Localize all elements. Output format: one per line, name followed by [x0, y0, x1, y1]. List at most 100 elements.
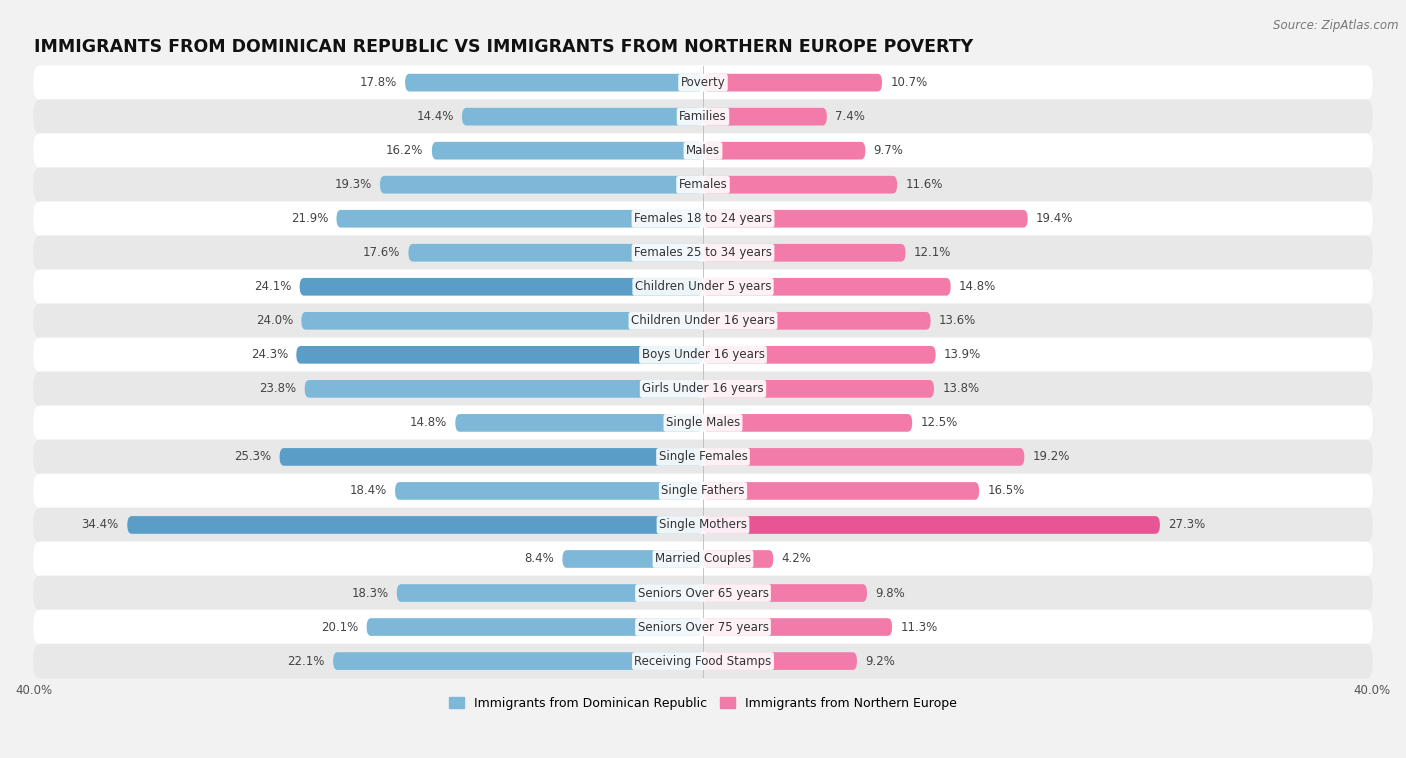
- Text: Single Females: Single Females: [658, 450, 748, 463]
- FancyBboxPatch shape: [703, 516, 1160, 534]
- Text: Females 18 to 24 years: Females 18 to 24 years: [634, 212, 772, 225]
- Text: 14.8%: 14.8%: [959, 280, 997, 293]
- FancyBboxPatch shape: [34, 542, 1372, 576]
- FancyBboxPatch shape: [432, 142, 703, 159]
- FancyBboxPatch shape: [34, 202, 1372, 236]
- FancyBboxPatch shape: [34, 65, 1372, 100]
- FancyBboxPatch shape: [396, 584, 703, 602]
- FancyBboxPatch shape: [34, 406, 1372, 440]
- Text: 11.6%: 11.6%: [905, 178, 943, 191]
- Legend: Immigrants from Dominican Republic, Immigrants from Northern Europe: Immigrants from Dominican Republic, Immi…: [444, 692, 962, 715]
- FancyBboxPatch shape: [703, 278, 950, 296]
- Text: Single Males: Single Males: [666, 416, 740, 429]
- FancyBboxPatch shape: [703, 176, 897, 193]
- Text: 24.3%: 24.3%: [250, 349, 288, 362]
- Text: 21.9%: 21.9%: [291, 212, 328, 225]
- Text: 9.8%: 9.8%: [876, 587, 905, 600]
- FancyBboxPatch shape: [305, 380, 703, 398]
- FancyBboxPatch shape: [34, 508, 1372, 542]
- Text: Seniors Over 65 years: Seniors Over 65 years: [637, 587, 769, 600]
- Text: 13.6%: 13.6%: [939, 315, 976, 327]
- FancyBboxPatch shape: [34, 371, 1372, 406]
- FancyBboxPatch shape: [456, 414, 703, 432]
- Text: 11.3%: 11.3%: [900, 621, 938, 634]
- FancyBboxPatch shape: [34, 269, 1372, 304]
- FancyBboxPatch shape: [703, 380, 934, 398]
- FancyBboxPatch shape: [333, 652, 703, 670]
- Text: Married Couples: Married Couples: [655, 553, 751, 565]
- FancyBboxPatch shape: [395, 482, 703, 500]
- FancyBboxPatch shape: [463, 108, 703, 126]
- Text: 18.4%: 18.4%: [350, 484, 387, 497]
- Text: 12.5%: 12.5%: [921, 416, 957, 429]
- Text: 22.1%: 22.1%: [287, 655, 325, 668]
- Text: Females: Females: [679, 178, 727, 191]
- Text: Receiving Food Stamps: Receiving Food Stamps: [634, 655, 772, 668]
- FancyBboxPatch shape: [34, 474, 1372, 509]
- Text: 34.4%: 34.4%: [82, 518, 120, 531]
- Text: Children Under 16 years: Children Under 16 years: [631, 315, 775, 327]
- Text: 9.2%: 9.2%: [865, 655, 896, 668]
- FancyBboxPatch shape: [703, 448, 1025, 465]
- Text: 17.8%: 17.8%: [360, 76, 396, 89]
- Text: 13.8%: 13.8%: [942, 382, 980, 396]
- FancyBboxPatch shape: [34, 609, 1372, 644]
- FancyBboxPatch shape: [280, 448, 703, 465]
- Text: 24.1%: 24.1%: [254, 280, 291, 293]
- FancyBboxPatch shape: [703, 550, 773, 568]
- Text: Families: Families: [679, 110, 727, 123]
- Text: 17.6%: 17.6%: [363, 246, 401, 259]
- Text: 4.2%: 4.2%: [782, 553, 811, 565]
- Text: 23.8%: 23.8%: [259, 382, 297, 396]
- FancyBboxPatch shape: [409, 244, 703, 262]
- FancyBboxPatch shape: [301, 312, 703, 330]
- Text: 7.4%: 7.4%: [835, 110, 865, 123]
- FancyBboxPatch shape: [703, 312, 931, 330]
- FancyBboxPatch shape: [34, 440, 1372, 475]
- FancyBboxPatch shape: [34, 337, 1372, 372]
- Text: 24.0%: 24.0%: [256, 315, 292, 327]
- Text: Boys Under 16 years: Boys Under 16 years: [641, 349, 765, 362]
- Text: Seniors Over 75 years: Seniors Over 75 years: [637, 621, 769, 634]
- FancyBboxPatch shape: [380, 176, 703, 193]
- Text: 10.7%: 10.7%: [890, 76, 928, 89]
- FancyBboxPatch shape: [299, 278, 703, 296]
- FancyBboxPatch shape: [34, 303, 1372, 338]
- FancyBboxPatch shape: [703, 584, 868, 602]
- Text: Females 25 to 34 years: Females 25 to 34 years: [634, 246, 772, 259]
- Text: 18.3%: 18.3%: [352, 587, 388, 600]
- Text: 12.1%: 12.1%: [914, 246, 952, 259]
- Text: 16.5%: 16.5%: [987, 484, 1025, 497]
- Text: Children Under 5 years: Children Under 5 years: [634, 280, 772, 293]
- Text: Single Fathers: Single Fathers: [661, 484, 745, 497]
- Text: Single Mothers: Single Mothers: [659, 518, 747, 531]
- Text: Poverty: Poverty: [681, 76, 725, 89]
- Text: 20.1%: 20.1%: [321, 621, 359, 634]
- Text: 8.4%: 8.4%: [524, 553, 554, 565]
- FancyBboxPatch shape: [34, 236, 1372, 270]
- Text: 19.4%: 19.4%: [1036, 212, 1073, 225]
- FancyBboxPatch shape: [34, 168, 1372, 202]
- FancyBboxPatch shape: [297, 346, 703, 364]
- Text: Girls Under 16 years: Girls Under 16 years: [643, 382, 763, 396]
- FancyBboxPatch shape: [703, 142, 865, 159]
- Text: 9.7%: 9.7%: [873, 144, 904, 157]
- FancyBboxPatch shape: [703, 482, 979, 500]
- Text: 25.3%: 25.3%: [233, 450, 271, 463]
- Text: 16.2%: 16.2%: [387, 144, 423, 157]
- Text: 27.3%: 27.3%: [1168, 518, 1205, 531]
- FancyBboxPatch shape: [128, 516, 703, 534]
- Text: 14.4%: 14.4%: [416, 110, 454, 123]
- Text: IMMIGRANTS FROM DOMINICAN REPUBLIC VS IMMIGRANTS FROM NORTHERN EUROPE POVERTY: IMMIGRANTS FROM DOMINICAN REPUBLIC VS IM…: [34, 38, 973, 56]
- Text: Source: ZipAtlas.com: Source: ZipAtlas.com: [1274, 19, 1399, 32]
- Text: 13.9%: 13.9%: [943, 349, 981, 362]
- FancyBboxPatch shape: [703, 414, 912, 432]
- FancyBboxPatch shape: [336, 210, 703, 227]
- FancyBboxPatch shape: [703, 346, 935, 364]
- FancyBboxPatch shape: [405, 74, 703, 92]
- Text: 19.3%: 19.3%: [335, 178, 371, 191]
- FancyBboxPatch shape: [703, 74, 882, 92]
- FancyBboxPatch shape: [34, 133, 1372, 168]
- FancyBboxPatch shape: [562, 550, 703, 568]
- FancyBboxPatch shape: [703, 652, 858, 670]
